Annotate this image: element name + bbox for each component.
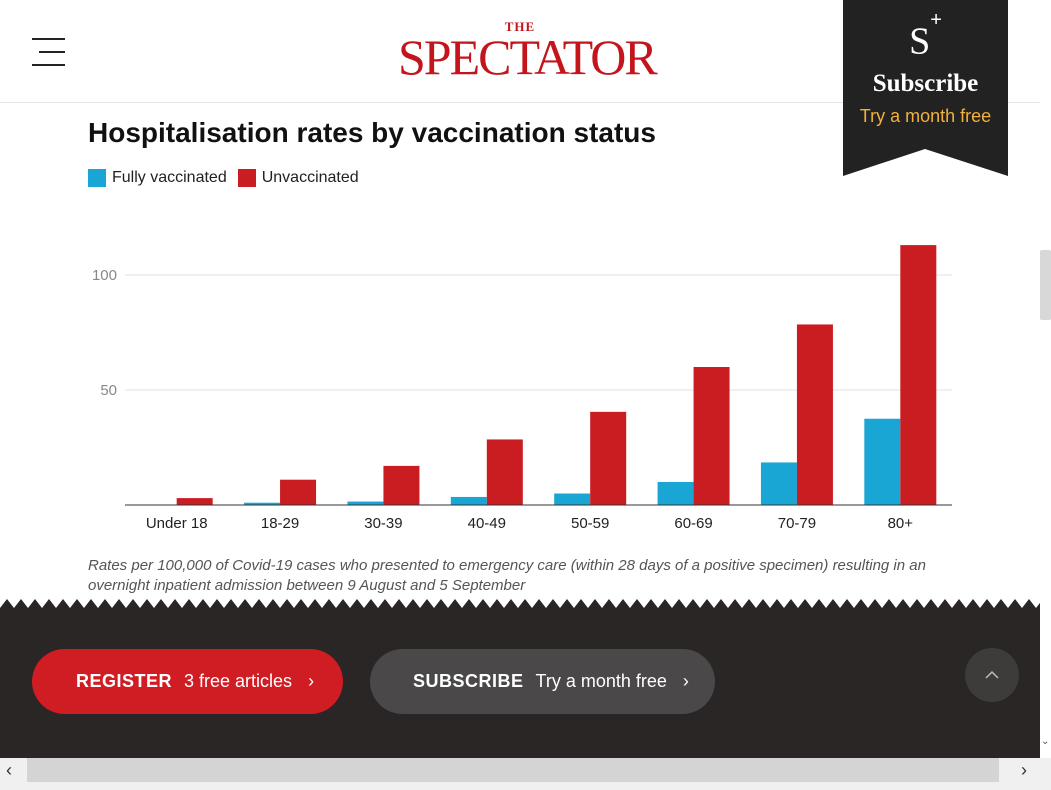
- register-sublabel: 3 free articles: [184, 671, 293, 691]
- register-label: REGISTER: [76, 671, 173, 691]
- bar: [450, 496, 487, 505]
- legend-swatch-fully-vaccinated: [88, 169, 106, 187]
- scroll-down-arrow-icon[interactable]: ⌄: [1041, 736, 1050, 747]
- vertical-scrollbar-thumb[interactable]: [1040, 250, 1051, 320]
- x-tick-label: 18-29: [261, 515, 299, 532]
- x-tick-label: 70-79: [778, 515, 816, 532]
- bar: [280, 479, 317, 505]
- legend-item-fully-vaccinated: Fully vaccinated: [88, 169, 227, 187]
- legend-swatch-unvaccinated: [237, 169, 256, 187]
- ribbon-icon: [843, 143, 1008, 176]
- spectator-plus-icon: S+: [909, 9, 942, 63]
- chevron-up-icon: [985, 670, 999, 679]
- bar: [796, 324, 833, 505]
- scroll-left-arrow-icon[interactable]: ‹: [6, 760, 12, 780]
- bar: [554, 493, 591, 505]
- x-tick-label: Under 18: [146, 515, 208, 532]
- logo-the: THE: [504, 19, 536, 34]
- bar: [657, 482, 694, 505]
- y-tick-label: 50: [100, 382, 117, 399]
- x-tick-label: 40-49: [468, 515, 506, 532]
- chart-caption: Rates per 100,000 of Covid-19 cases who …: [88, 557, 926, 594]
- bar: [347, 501, 384, 505]
- hamburger-menu-icon[interactable]: [32, 38, 66, 68]
- bar: [590, 411, 627, 505]
- promo-title: Subscribe: [872, 70, 979, 97]
- scroll-right-arrow-icon[interactable]: ›: [1021, 760, 1027, 780]
- chevron-right-icon: ›: [308, 671, 315, 691]
- subscribe-promo[interactable]: S+ Subscribe Try a month free: [843, 0, 1008, 143]
- register-button[interactable]: REGISTER 3 free articles ›: [32, 649, 343, 714]
- legend-label-unvaccinated: Unvaccinated: [261, 169, 359, 186]
- x-tick-label: 80+: [888, 515, 914, 532]
- x-tick-label: 60-69: [674, 515, 712, 532]
- subscribe-label: SUBSCRIBE: [413, 671, 524, 691]
- bar: [486, 439, 523, 505]
- chevron-right-icon: ›: [682, 671, 689, 691]
- footer-bar: REGISTER 3 free articles › SUBSCRIBE Try…: [0, 596, 1040, 758]
- legend-item-unvaccinated: Unvaccinated: [237, 169, 359, 187]
- bar: [693, 367, 730, 505]
- logo-wordmark: SPECTATOR: [398, 29, 658, 85]
- bar: [383, 465, 420, 505]
- bar: [864, 418, 901, 505]
- bar: [244, 502, 281, 505]
- subscribe-button[interactable]: SUBSCRIBE Try a month free ›: [370, 649, 715, 714]
- chart-legend: Fully vaccinated Unvaccinated: [88, 168, 370, 188]
- promo-subtitle: Try a month free: [859, 106, 992, 126]
- subscribe-sublabel: Try a month free: [535, 671, 667, 691]
- x-tick-label: 30-39: [364, 515, 402, 532]
- chart-title: Hospitalisation rates by vaccination sta…: [88, 117, 656, 148]
- y-tick-label: 100: [92, 267, 117, 284]
- bar: [760, 462, 797, 505]
- x-tick-label: 50-59: [571, 515, 609, 532]
- bar-chart: 50 100 Under 18 18-29 30-39 40-49 50-59 60-69 70…: [92, 245, 952, 532]
- bar: [900, 245, 937, 505]
- vertical-scrollbar[interactable]: [1040, 0, 1051, 758]
- horizontal-scrollbar-thumb[interactable]: [27, 758, 999, 782]
- bar: [176, 498, 213, 505]
- legend-label-fully-vaccinated: Fully vaccinated: [112, 169, 227, 186]
- zigzag-edge: [0, 596, 1040, 608]
- site-logo[interactable]: THE SPECTATOR: [398, 19, 658, 85]
- back-to-top-button[interactable]: [965, 648, 1019, 702]
